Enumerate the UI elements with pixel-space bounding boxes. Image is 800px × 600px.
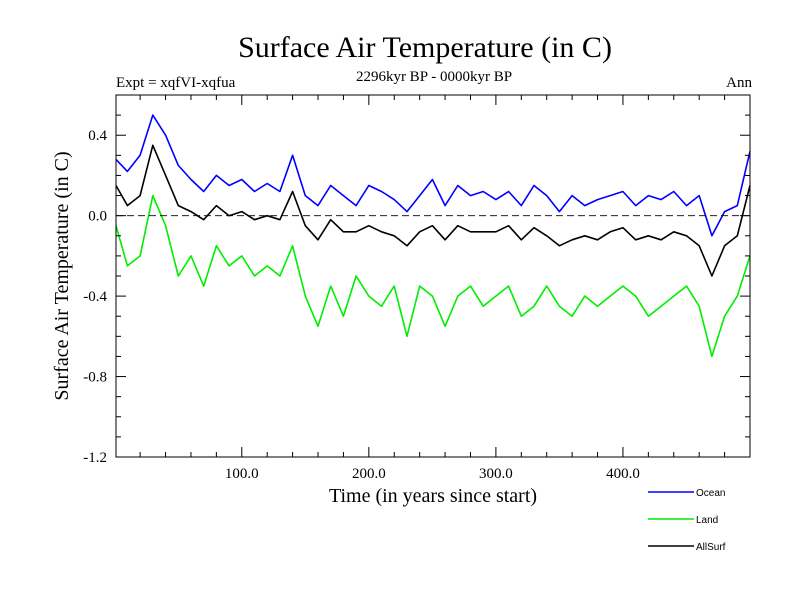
legend-label-ocean: Ocean (696, 488, 725, 499)
legend-label-allsurf: AllSurf (696, 542, 726, 553)
axes-layer: 100.0 200.0 300.0 400.0 -1.2 -0.8 -0.4 0.0 0.4 (83, 94, 750, 482)
legend: Ocean Land AllSurf (648, 488, 726, 553)
y-tick-label: 0.0 (88, 209, 107, 225)
season-label: Ann (726, 75, 752, 91)
legend-label-land: Land (696, 515, 718, 526)
series-line-land (115, 194, 751, 358)
expt-label: Expt = xqfVI-xqfua (116, 75, 236, 91)
y-axis-label: Surface Air Temperature (in C) (51, 151, 73, 400)
x-tick-label: 400.0 (606, 466, 640, 482)
x-tick-label: 200.0 (352, 466, 386, 482)
plot-frame (115, 94, 751, 458)
x-tick-label: 100.0 (225, 466, 259, 482)
series-line-allsurf (115, 144, 751, 277)
y-tick-label: -0.8 (83, 370, 107, 386)
x-tick-label: 300.0 (479, 466, 513, 482)
chart-subtitle: 2296kyr BP - 0000kyr BP (356, 69, 512, 85)
y-tick-label: 0.4 (88, 128, 107, 144)
y-tick-label: -0.4 (83, 289, 107, 305)
y-tick-label: -1.2 (83, 450, 107, 466)
series-line-ocean (115, 114, 751, 237)
x-axis-label: Time (in years since start) (329, 485, 537, 507)
chart-title: Surface Air Temperature (in C) (238, 31, 612, 64)
series-layer (115, 114, 751, 358)
